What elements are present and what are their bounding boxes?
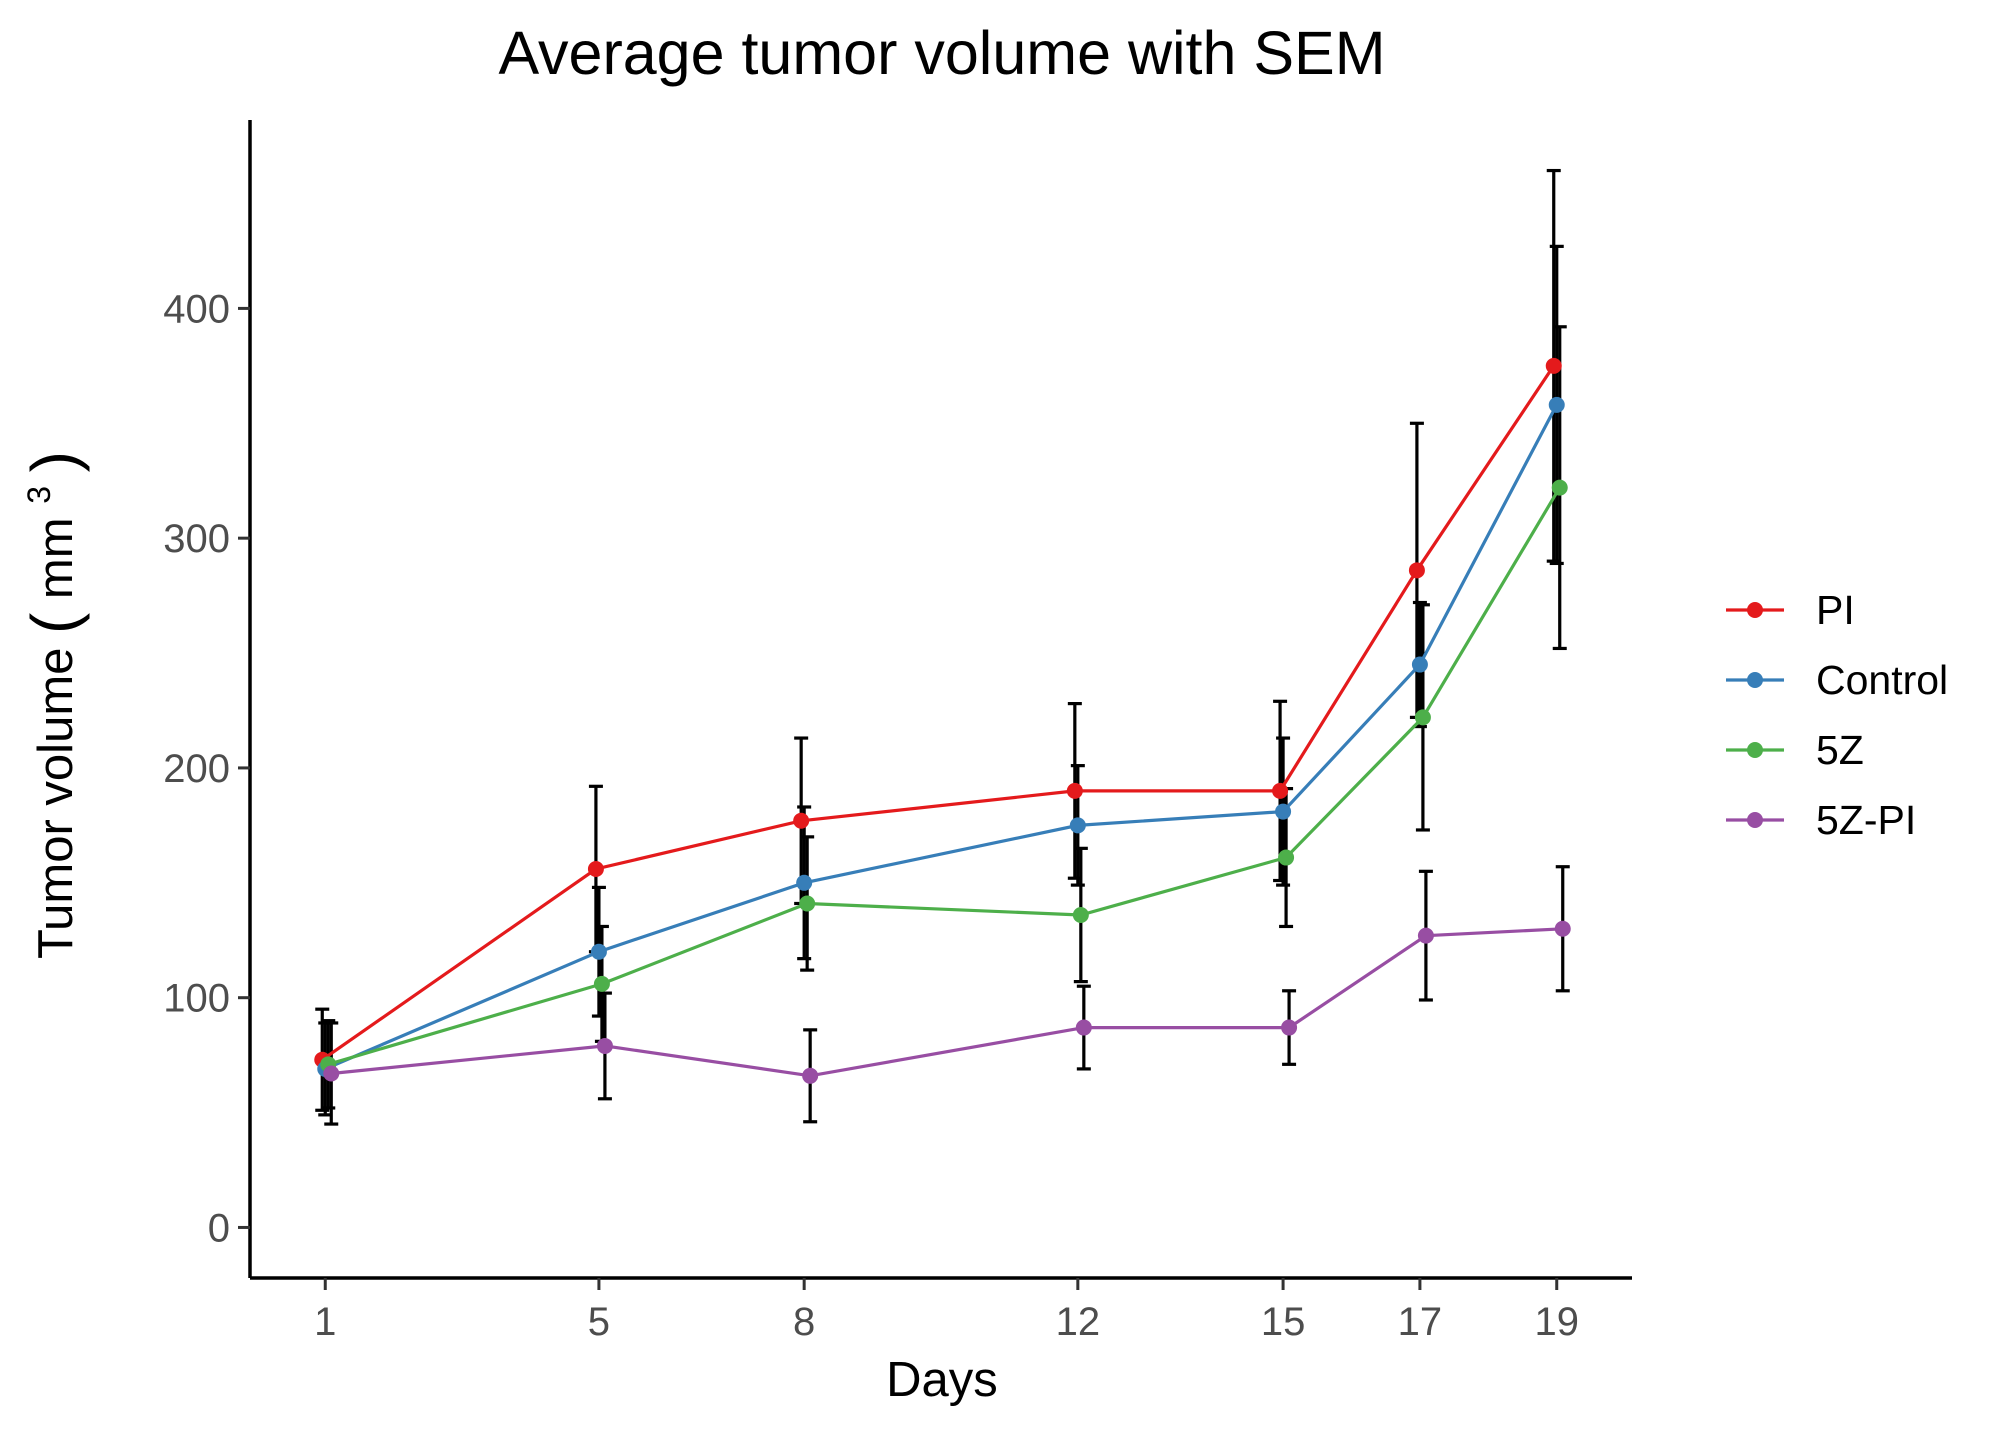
y-axis-unit-base: mm bbox=[29, 517, 83, 599]
y-tick-label: 200 bbox=[163, 747, 230, 791]
data-point-5z-pi bbox=[1281, 1019, 1298, 1036]
x-tick-label: 15 bbox=[1261, 1300, 1306, 1344]
chart-title: Average tumor volume with SEM bbox=[498, 19, 1385, 87]
y-axis-unit-close-paren: ) bbox=[18, 451, 90, 472]
data-point-5z bbox=[1072, 906, 1089, 923]
legend-label-5z-pi: 5Z-PI bbox=[1816, 797, 1916, 843]
series-line-5z-pi bbox=[331, 927, 1563, 1078]
series-points bbox=[314, 357, 1571, 1084]
y-axis-unit-open-paren: ( bbox=[18, 613, 90, 634]
data-point-control bbox=[1275, 803, 1292, 820]
data-point-pi bbox=[1545, 357, 1562, 374]
y-axis-unit-exponent: 3 bbox=[21, 486, 57, 504]
x-axis-title: Days bbox=[886, 1353, 998, 1407]
error-bars bbox=[315, 168, 1570, 1126]
data-point-5z-pi bbox=[1417, 927, 1434, 944]
data-point-5z-pi bbox=[323, 1065, 340, 1082]
data-point-control bbox=[796, 874, 813, 891]
x-tick-label: 17 bbox=[1398, 1300, 1443, 1344]
data-point-control bbox=[1548, 396, 1565, 413]
data-point-pi bbox=[1066, 782, 1083, 799]
series-line-pi bbox=[321, 364, 1556, 1062]
legend-label-pi: PI bbox=[1816, 587, 1855, 633]
data-point-pi bbox=[1272, 782, 1289, 799]
data-point-pi bbox=[587, 861, 604, 878]
legend-key-point bbox=[1747, 812, 1763, 828]
series-line-control bbox=[324, 404, 1559, 1071]
data-point-5z-pi bbox=[802, 1067, 819, 1084]
data-point-5z-pi bbox=[596, 1037, 613, 1054]
y-tick-label: 400 bbox=[163, 287, 230, 331]
legend-item-pi: PI bbox=[1726, 587, 1855, 633]
x-tick-label: 1 bbox=[314, 1300, 336, 1344]
data-point-control bbox=[1069, 817, 1086, 834]
data-point-5z bbox=[1551, 479, 1568, 496]
data-point-5z bbox=[1278, 849, 1295, 866]
x-tick-label: 19 bbox=[1534, 1300, 1579, 1344]
data-point-5z bbox=[593, 975, 610, 992]
data-point-5z bbox=[1414, 709, 1431, 726]
legend: PI Control 5Z 5Z-PI bbox=[1726, 587, 1948, 843]
data-point-5z-pi bbox=[1554, 920, 1571, 937]
x-tick-label: 5 bbox=[588, 1300, 610, 1344]
data-point-control bbox=[1411, 656, 1428, 673]
legend-key-point bbox=[1747, 742, 1763, 758]
legend-key-point bbox=[1747, 602, 1763, 618]
legend-key-point bbox=[1747, 672, 1763, 688]
y-axis-title-text: Tumor volume bbox=[29, 648, 83, 959]
series-line-5z bbox=[327, 486, 1562, 1066]
legend-item-5z-pi: 5Z-PI bbox=[1726, 797, 1916, 843]
data-point-5z-pi bbox=[1075, 1019, 1092, 1036]
legend-label-5z: 5Z bbox=[1816, 727, 1864, 773]
data-point-pi bbox=[793, 812, 810, 829]
x-tick-label: 8 bbox=[793, 1300, 815, 1344]
legend-item-5z: 5Z bbox=[1726, 727, 1864, 773]
x-tick-label: 12 bbox=[1056, 1300, 1101, 1344]
data-point-control bbox=[590, 943, 607, 960]
data-point-pi bbox=[1408, 562, 1425, 579]
y-tick-label: 100 bbox=[163, 977, 230, 1021]
series-lines bbox=[321, 364, 1563, 1078]
y-axis-title: Tumor volume ( mm 3 ) bbox=[7, 451, 90, 959]
legend-label-control: Control bbox=[1816, 657, 1948, 703]
y-tick-label: 0 bbox=[208, 1206, 230, 1250]
y-tick-label: 300 bbox=[163, 517, 230, 561]
data-point-5z bbox=[799, 895, 816, 912]
svg-text:Tumor volume (: Tumor volume ( mm 3 ) bbox=[7, 451, 90, 959]
legend-item-control: Control bbox=[1726, 657, 1948, 703]
